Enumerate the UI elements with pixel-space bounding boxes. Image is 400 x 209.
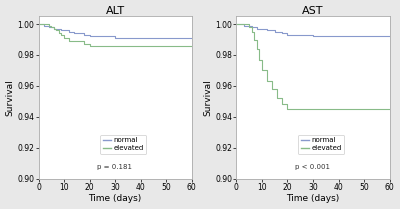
X-axis label: Time (days): Time (days) <box>286 194 340 203</box>
Y-axis label: Survival: Survival <box>6 79 14 116</box>
Text: p = 0.181: p = 0.181 <box>97 164 132 170</box>
Y-axis label: Survival: Survival <box>204 79 212 116</box>
Title: ALT: ALT <box>106 6 125 15</box>
Legend: normal, elevated: normal, elevated <box>298 135 344 154</box>
Legend: normal, elevated: normal, elevated <box>100 135 146 154</box>
Title: AST: AST <box>302 6 324 15</box>
Text: p < 0.001: p < 0.001 <box>295 164 330 170</box>
X-axis label: Time (days): Time (days) <box>88 194 142 203</box>
